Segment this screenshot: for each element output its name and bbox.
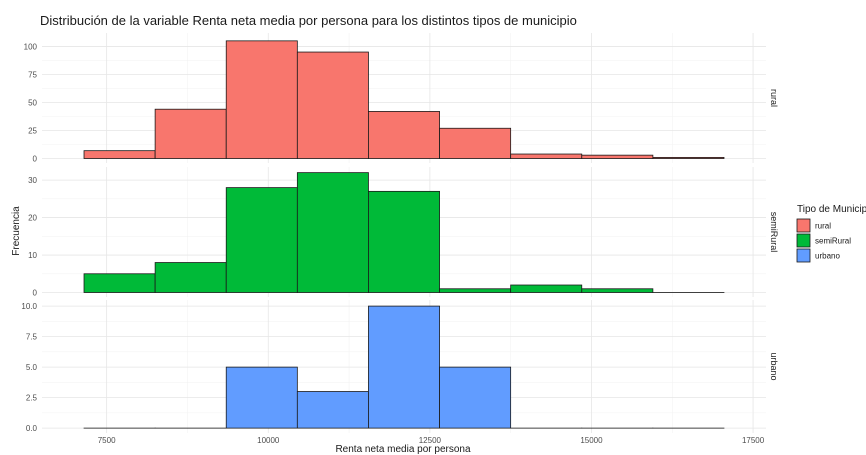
legend: Tipo de Municipio rural semiRural urbano (796, 204, 866, 263)
histogram-bar-semiRural (154, 262, 227, 293)
histogram-bar-semiRural (83, 273, 156, 293)
y-tick-label: 30 (28, 176, 37, 185)
y-tick-label: 100 (24, 42, 38, 51)
histogram-bar-urbano (439, 366, 512, 429)
facet-panel-rural: 0 25 50 75 100 rural (24, 33, 779, 164)
histogram-bar-semiRural (225, 187, 298, 293)
histogram-bar-rural (510, 153, 583, 159)
legend-label-semiRural: semiRural (815, 237, 851, 246)
histogram-bar-rural (154, 108, 227, 159)
y-tick-label: 20 (28, 214, 37, 223)
legend-label-rural: rural (815, 222, 831, 231)
x-tick-label: 7500 (98, 436, 116, 445)
legend-key-semiRural (796, 233, 811, 248)
histogram-bar-semiRural (296, 172, 369, 293)
histogram-bar-semiRural (368, 190, 440, 293)
histogram-bar-urbano (296, 391, 369, 429)
histogram-bar-rural (83, 150, 156, 159)
facet-panels: 0 25 50 75 100 rural 0 10 20 30 semiRural 0.0 2.5 5.0… (21, 33, 779, 433)
y-tick-label: 75 (28, 70, 37, 79)
histogram-bar-rural (368, 111, 440, 159)
y-tick-label: 0 (33, 289, 38, 298)
y-axis-label: Frecuencia (11, 206, 22, 256)
x-tick-label: 17500 (742, 436, 765, 445)
chart-title: Distribución de la variable Renta neta m… (40, 13, 577, 28)
facet-strip-label: semiRural (769, 212, 779, 253)
x-axis: 7500 10000 12500 15000 17500 (98, 436, 765, 445)
legend-title: Tipo de Municipio (797, 204, 866, 215)
y-tick-label: 25 (28, 127, 37, 136)
x-tick-label: 12500 (419, 436, 442, 445)
histogram-bar-urbano (368, 305, 440, 429)
legend-label-urbano: urbano (815, 252, 840, 261)
y-tick-label: 5.0 (26, 363, 38, 372)
y-tick-label: 10.0 (21, 302, 37, 311)
y-tick-label: 0 (33, 155, 38, 164)
x-tick-label: 10000 (257, 436, 280, 445)
y-tick-label: 2.5 (26, 394, 38, 403)
histogram-bar-rural (225, 40, 298, 159)
histogram-bar-semiRural (439, 288, 512, 293)
histogram-bar-semiRural (581, 288, 654, 293)
x-tick-label: 15000 (580, 436, 603, 445)
legend-key-rural (796, 218, 811, 233)
y-tick-label: 50 (28, 98, 37, 107)
histogram-bar-rural (296, 51, 369, 159)
histogram-bar-rural (581, 154, 654, 159)
y-tick-label: 7.5 (26, 333, 38, 342)
facet-panel-urbano: 0.0 2.5 5.0 7.5 10.0 urbano (21, 300, 779, 433)
histogram-bar-rural (439, 127, 512, 159)
facet-strip-label: urbano (769, 352, 779, 380)
histogram-bar-semiRural (510, 284, 583, 293)
legend-key-urbano (796, 248, 811, 263)
y-tick-label: 10 (28, 251, 37, 260)
x-axis-label: Renta neta media por persona (335, 444, 471, 455)
y-tick-label: 0.0 (26, 424, 38, 433)
facet-panel-semiRural: 0 10 20 30 semiRural (28, 167, 779, 298)
histogram-bar-urbano (225, 366, 298, 429)
histogram-bar-rural (652, 156, 725, 159)
facet-strip-label: rural (769, 89, 779, 107)
